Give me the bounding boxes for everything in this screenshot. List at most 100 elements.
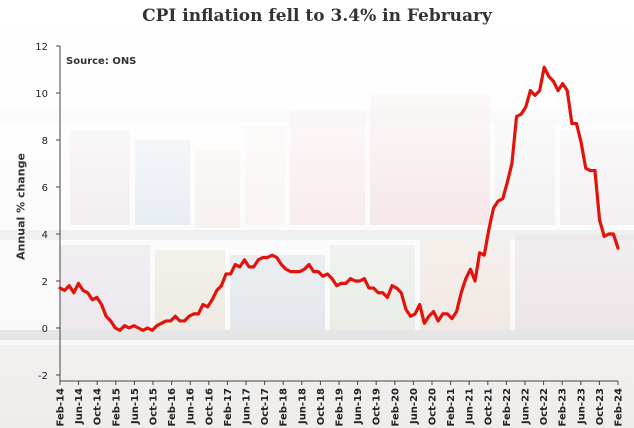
data-point xyxy=(358,279,361,283)
data-point xyxy=(381,291,385,294)
data-point xyxy=(418,303,421,306)
data-point xyxy=(340,282,343,285)
x-tick-label: Feb-16 xyxy=(167,388,178,426)
data-point xyxy=(293,270,297,273)
x-tick-label: Jun-18 xyxy=(297,388,308,425)
data-point xyxy=(413,312,417,316)
data-point xyxy=(372,286,375,290)
data-point xyxy=(598,218,601,222)
data-point xyxy=(109,319,112,323)
data-point xyxy=(496,199,500,203)
data-point xyxy=(81,289,85,292)
data-point xyxy=(386,296,389,299)
data-point xyxy=(441,312,444,316)
data-point xyxy=(72,291,76,294)
data-point xyxy=(423,322,426,325)
data-point xyxy=(483,253,486,257)
x-tick-label: Jun-17 xyxy=(242,388,253,425)
data-point xyxy=(349,277,352,280)
x-tick-label: Oct-19 xyxy=(372,388,383,425)
x-tick-label: Feb-14 xyxy=(56,388,67,426)
data-point xyxy=(266,256,269,259)
x-tick-label: Oct-18 xyxy=(316,388,327,425)
data-point xyxy=(602,235,606,238)
x-tick-label: Feb-19 xyxy=(335,388,346,426)
data-point xyxy=(257,258,260,262)
x-tick-label: Jun-15 xyxy=(130,388,141,425)
data-point xyxy=(215,289,218,292)
data-point xyxy=(197,312,200,316)
x-tick-label: Feb-20 xyxy=(390,388,401,426)
x-tick-label: Jun-21 xyxy=(465,388,476,425)
data-point xyxy=(312,270,315,273)
y-tick-label: 8 xyxy=(42,136,48,147)
y-tick-label: 2 xyxy=(42,277,48,288)
data-point xyxy=(137,326,140,330)
data-point xyxy=(280,263,283,266)
data-point xyxy=(220,284,223,287)
data-point xyxy=(178,319,182,323)
data-point xyxy=(330,277,334,280)
data-point xyxy=(524,105,527,109)
data-point xyxy=(510,162,514,165)
x-tick-label: Feb-15 xyxy=(111,388,122,426)
data-point xyxy=(390,284,394,287)
data-point xyxy=(409,315,412,318)
data-point xyxy=(104,315,108,318)
data-point xyxy=(224,272,228,276)
data-point xyxy=(317,270,320,273)
x-tick-label: Jun-14 xyxy=(74,388,85,425)
data-point xyxy=(58,286,62,290)
data-point xyxy=(183,319,186,323)
data-point xyxy=(363,277,366,280)
data-point xyxy=(321,275,325,278)
data-point xyxy=(261,256,265,259)
data-point xyxy=(132,324,135,327)
data-point xyxy=(556,89,560,92)
data-point xyxy=(529,89,532,92)
x-tick-label: Feb-21 xyxy=(446,388,457,426)
data-point xyxy=(487,228,491,231)
data-point xyxy=(270,253,274,257)
data-point xyxy=(247,265,251,269)
axes xyxy=(56,45,619,385)
data-point xyxy=(77,282,80,285)
data-point xyxy=(68,284,71,287)
data-point xyxy=(547,75,551,78)
x-tick-label: Jun-23 xyxy=(576,388,587,425)
data-point xyxy=(593,169,597,172)
data-point xyxy=(519,112,523,116)
x-tick-label: Feb-24 xyxy=(614,388,625,426)
data-point xyxy=(575,122,578,125)
data-point xyxy=(123,324,126,327)
data-point xyxy=(469,268,472,271)
data-point xyxy=(607,232,610,236)
x-tick-label: Jun-22 xyxy=(521,388,532,425)
data-point xyxy=(579,141,583,144)
x-tick-label: Oct-17 xyxy=(260,388,271,425)
data-point xyxy=(252,265,255,269)
data-point xyxy=(584,167,587,170)
x-tick-label: Feb-17 xyxy=(223,388,234,426)
x-tick-label: Oct-23 xyxy=(595,388,606,425)
chart-source: Source: ONS xyxy=(66,56,137,67)
data-point xyxy=(589,169,592,172)
data-point xyxy=(552,80,555,83)
data-point xyxy=(533,94,537,97)
data-point xyxy=(404,308,408,311)
data-point xyxy=(164,319,168,323)
x-tick-label: Oct-21 xyxy=(483,388,494,425)
data-point xyxy=(307,263,311,266)
y-tick-label: 6 xyxy=(42,183,48,194)
data-point xyxy=(566,89,569,92)
tick-labels: -2 0 2 4 6 8 10 12 Feb-14 Jun-14 Oct-14 Feb-15 Jun-1… xyxy=(35,42,624,426)
data-point xyxy=(570,122,574,125)
x-tick-label: Oct-15 xyxy=(149,388,160,425)
x-tick-label: Oct-14 xyxy=(93,388,104,425)
data-point xyxy=(353,279,357,283)
x-tick-label: Jun-16 xyxy=(186,388,197,425)
data-point xyxy=(169,319,172,323)
data-point xyxy=(114,326,117,330)
